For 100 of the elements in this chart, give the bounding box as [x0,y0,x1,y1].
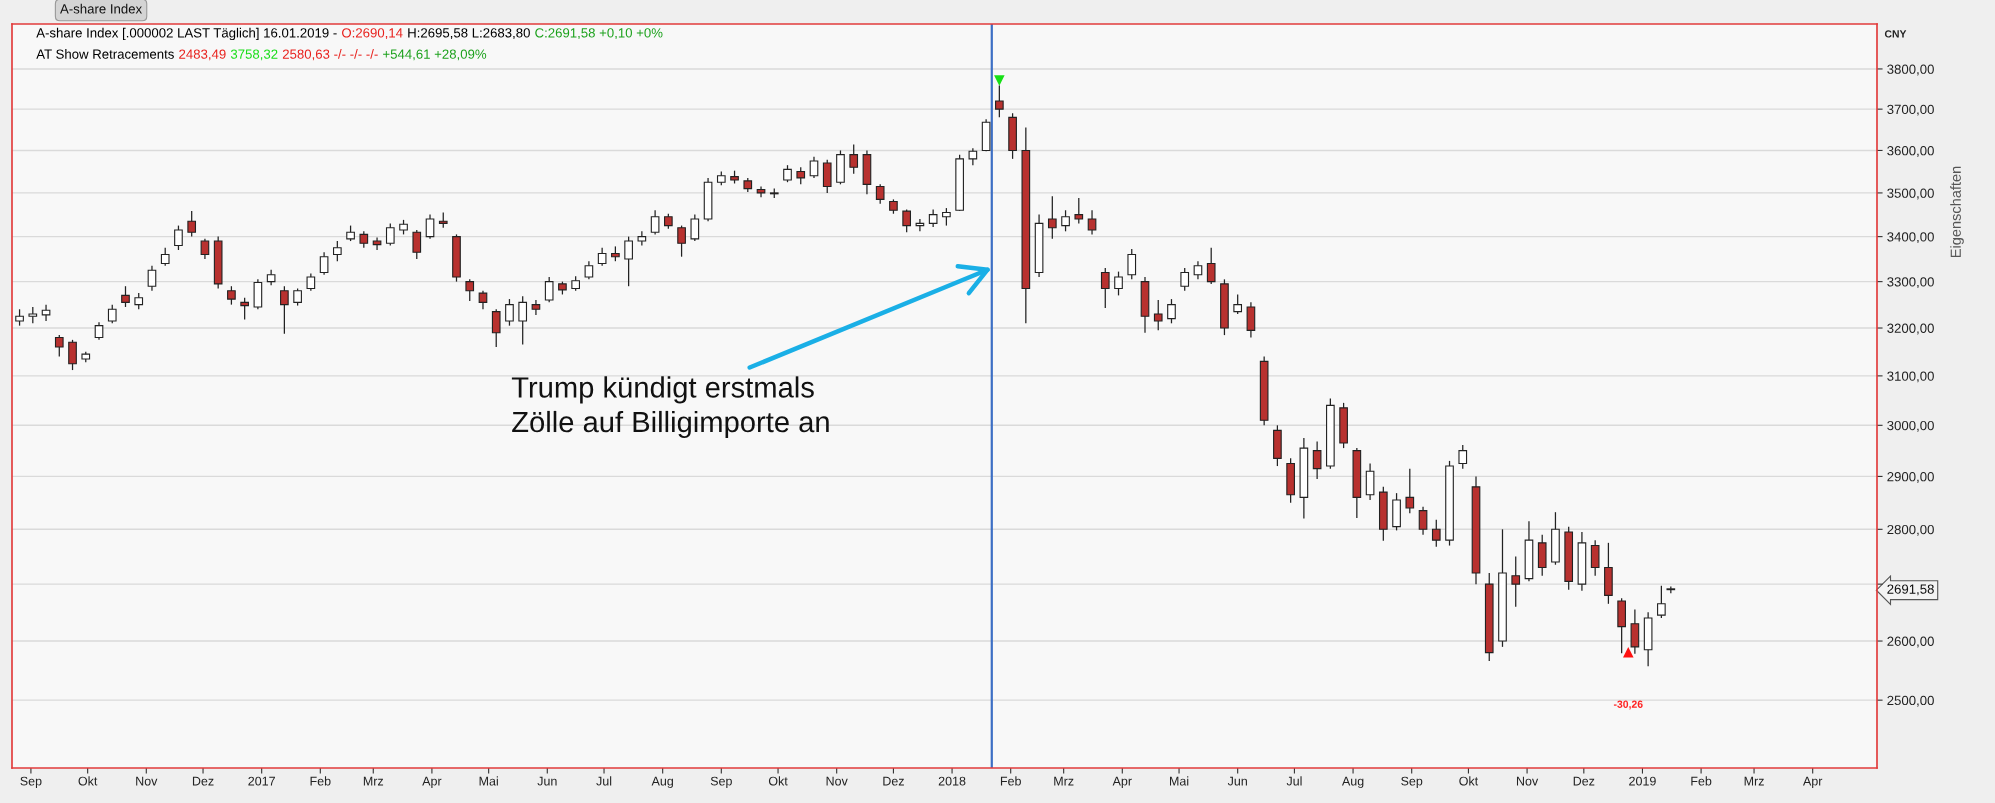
candlestick [491,308,501,348]
x-tick-label: 2017 [248,776,275,786]
candlestick [1590,539,1600,577]
x-tick-label: Jul [596,776,612,786]
candlestick [465,278,475,302]
candlestick [227,285,236,306]
y-tick-label: 3000,00 [1887,420,1934,432]
candlestick [385,222,395,247]
candlestick [1114,270,1123,297]
candlestick [1405,468,1415,514]
candlestick [584,260,594,280]
x-tick-label: Sep [20,776,42,788]
x-tick-label: Dez [192,776,214,786]
candlestick [756,185,766,198]
candlestick [875,183,885,205]
candlestick [319,251,329,276]
candlestick [147,265,157,292]
y-tick-label: 3200,00 [1887,323,1934,335]
candlestick [677,224,686,258]
candlestick [1233,293,1243,315]
y-tick-label: 2500,00 [1887,695,1934,707]
x-tick-label: Okt [1459,776,1479,786]
x-tick-label: Jul [1286,776,1302,786]
candlestick [478,290,488,310]
candlestick [412,229,422,260]
annotation: 2580,63 -/- -/- -/- [282,49,378,61]
candlestick [1458,444,1468,470]
candlestick [1153,299,1163,331]
x-tick-label: Dez [1573,776,1595,786]
y-tick-label: 2900,00 [1887,471,1934,483]
annotation: A-share Index [.000002 LAST Täglich] 16.01.2019 - [36,27,337,41]
candlestick [822,159,832,194]
x-tick-label: Nov [1516,776,1539,786]
annotation: AT Show Retracements [36,49,174,59]
x-tick-label: Mrz [1054,776,1074,786]
annotation: 3758,32 [230,49,278,61]
annotation: Trump kündigt erstmals Zölle auf Billigimporte an [511,376,829,439]
text: Eigenschaften [1950,166,1964,258]
candlestick [1630,608,1640,655]
candlestick [690,213,700,242]
x-tick-label: Sep [1401,776,1423,788]
candlestick [332,240,342,262]
candlestick [1087,209,1097,236]
x-tick-label: Dez [883,776,904,786]
y-axis-title: CNY [1884,30,1907,38]
candlestick [650,209,660,236]
x-tick-label: Apr [1802,776,1823,788]
candlestick [637,230,647,247]
candlestick [902,208,912,233]
candlestick [1074,197,1084,225]
annotation: 2483,49 [179,49,226,61]
chart-title: A-share Index [60,3,142,14]
annotation: O:2690,14 [342,28,403,40]
x-tick-label: Apr [422,776,442,788]
candlestick [1167,298,1176,324]
y-tick-label: 3100,00 [1887,371,1934,383]
x-tick-label: Aug [1341,776,1364,788]
candlestick [1047,195,1057,240]
candlestick [1431,519,1441,548]
annotation: H:2695,58 L:2683,80 [408,28,530,40]
x-tick-label: Nov [136,776,158,786]
candlestick [531,299,541,316]
candlestick [544,276,554,303]
x-tick-label: Jun [1227,776,1247,786]
candlestick [1100,267,1110,309]
y-tick-label: 3700,00 [1887,104,1934,116]
candlestick [1246,301,1256,339]
x-tick-label: Okt [768,776,788,786]
x-tick-label: Nov [826,776,848,786]
y-tick-label: 2600,00 [1887,636,1934,648]
x-tick-label: Mai [479,776,498,786]
x-tick-label: Mrz [363,776,384,786]
candlestick [121,285,130,308]
candlestick [809,156,819,179]
candlestick [1418,506,1428,536]
candlestick [518,295,528,346]
candlestick [1127,248,1137,280]
y-tick-label: 3400,00 [1887,232,1934,244]
x-tick-label: Okt [78,776,98,786]
candlestick [624,235,633,287]
candlestick [849,143,859,175]
candlestick [1657,585,1666,619]
candlestick [200,238,210,260]
x-tick-label: Mai [1170,776,1189,786]
candlestick [1180,267,1190,292]
candlestick [54,334,64,358]
candlestick [240,297,249,321]
annotation: +544,61 +28,09% [383,49,487,61]
y-tick-label: 2800,00 [1887,524,1934,536]
annotation: C:2691,58 +0,10 +0% [535,28,663,40]
candlestick [68,339,77,371]
x-tick-label: Feb [1000,776,1021,786]
candlestick [1511,555,1521,608]
candlestick [1061,209,1070,232]
x-tick-label: Mrz [1744,776,1764,786]
candlestick [915,218,925,232]
y-tick-label: 2691,58 [1887,584,1934,596]
candlestick [425,213,435,240]
y-tick-label: 3600,00 [1887,146,1934,157]
candlestick [1193,260,1203,280]
